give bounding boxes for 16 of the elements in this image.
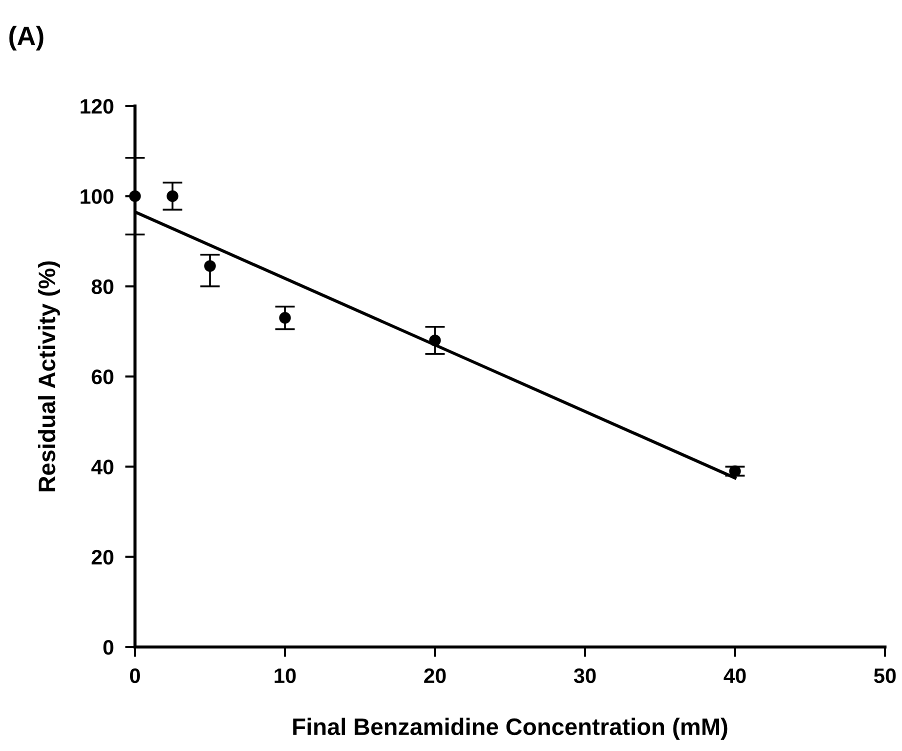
y-tick-label: 120 [80,99,114,114]
y-tick-label: 80 [92,279,114,294]
y-tick-label: 100 [80,189,114,204]
y-axis-title: Residual Activity (%) [38,261,60,492]
x-tick-label: 50 [874,668,896,684]
chart-title: (A) [9,26,44,50]
x-tick-label: 0 [130,668,140,684]
y-tick-label: 40 [91,460,114,474]
x-tick-label: 40 [724,668,746,684]
x-axis-title: Final Benzamidine Concentration (mM) [293,718,728,740]
x-tick-label: 30 [574,668,596,684]
x-tick-label: 20 [424,668,446,684]
y-tick-label: 60 [92,370,114,384]
x-tick-label: 10 [274,668,296,684]
y-tick-label: 0 [103,640,114,655]
y-tick-label: 20 [92,550,114,565]
